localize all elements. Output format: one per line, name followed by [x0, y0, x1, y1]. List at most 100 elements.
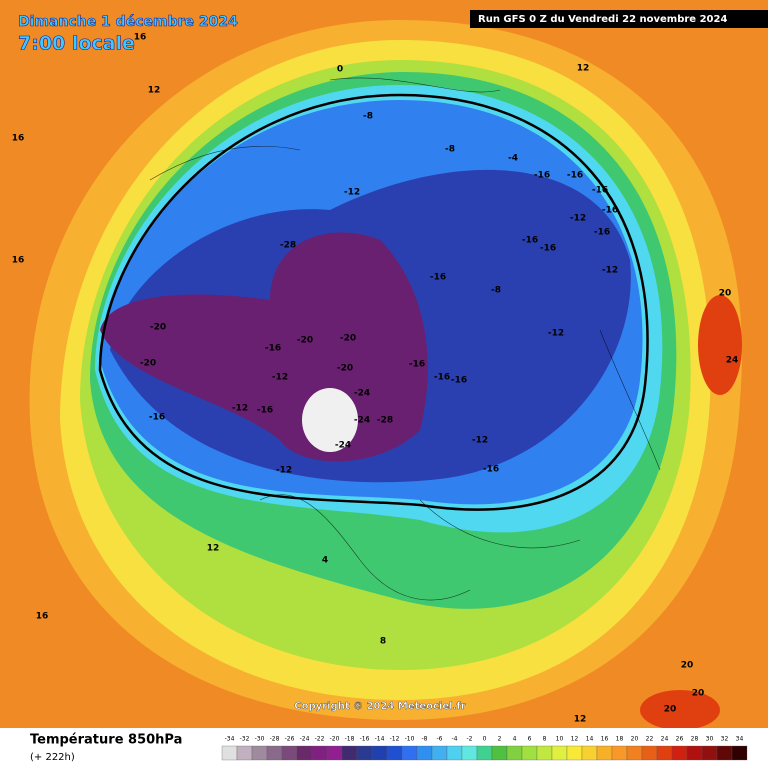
legend-swatch	[596, 745, 613, 761]
contour-label: 20	[692, 689, 705, 699]
contour-label: -24	[354, 416, 370, 426]
legend-tick-label: -12	[390, 736, 400, 743]
legend-tick-label: 22	[646, 736, 654, 743]
contour-label: -20	[150, 323, 166, 333]
legend-swatch	[641, 745, 658, 761]
legend-tick-label: 16	[601, 736, 609, 743]
contour-label: 20	[664, 705, 677, 715]
zero-isotherm	[98, 93, 649, 511]
contour-label: -16	[522, 236, 538, 246]
contour-label: -8	[491, 286, 501, 296]
legend-swatch	[476, 745, 493, 761]
warm-area	[640, 690, 720, 730]
contour-label: -12	[272, 373, 288, 383]
lead-time: (+ 222h)	[30, 752, 75, 763]
legend-swatch	[431, 745, 448, 761]
legend-swatch	[386, 745, 403, 761]
contour-label: 12	[148, 86, 161, 96]
legend-tick-label: 14	[586, 736, 594, 743]
contour-label: -20	[340, 334, 356, 344]
contour-label: 16	[36, 612, 49, 622]
contour-label: 16	[12, 134, 25, 144]
legend-tick-label: 6	[528, 736, 532, 743]
run-info: Run GFS 0 Z du Vendredi 22 novembre 2024	[478, 14, 727, 25]
legend-swatch	[326, 745, 343, 761]
legend-tick-label: -34	[225, 736, 235, 743]
contour-label: -16	[540, 244, 556, 254]
date: Dimanche 1 décembre 2024	[18, 14, 238, 30]
legend-swatch	[506, 745, 523, 761]
temperature-fields	[29, 20, 742, 730]
contour-label: 20	[719, 289, 732, 299]
contour-label: 20	[681, 661, 694, 671]
legend-swatch	[566, 745, 583, 761]
contour-label: -20	[337, 364, 353, 374]
contour-label: 12	[207, 544, 220, 554]
legend-tick-label: 26	[676, 736, 684, 743]
legend-swatch	[686, 745, 703, 761]
legend-swatch	[731, 745, 748, 761]
cold-core	[302, 388, 358, 452]
legend-swatch	[401, 745, 418, 761]
contour-label: -16	[534, 171, 550, 181]
legend-swatch	[671, 745, 688, 761]
legend-swatch	[236, 745, 253, 761]
legend-tick-label: -24	[300, 736, 310, 743]
contour-label: -12	[232, 404, 248, 414]
contour-label: 12	[574, 715, 587, 725]
legend-tick-label: 34	[736, 736, 744, 743]
copyright: Copyright © 2024 Meteociel.fr	[294, 701, 465, 712]
contour-label: -16	[483, 465, 499, 475]
legend-tick-label: -6	[437, 736, 443, 743]
contour-label: -24	[335, 441, 351, 451]
contour-label: 0	[337, 65, 343, 75]
legend-tick-label: 10	[556, 736, 564, 743]
contour-label: 16	[134, 33, 147, 43]
contour-label: -16	[602, 206, 618, 216]
legend-tick-label: 32	[721, 736, 729, 743]
legend-tick-label: 2	[498, 736, 502, 743]
contour-label: 12	[577, 64, 590, 74]
contour-label: -16	[257, 406, 273, 416]
variable: Température 850hPa	[30, 733, 182, 748]
legend-tick-label: -8	[422, 736, 428, 743]
legend-swatch	[581, 745, 598, 761]
legend-tick-label: 28	[691, 736, 699, 743]
legend-tick-label: 20	[631, 736, 639, 743]
legend-tick-label: 18	[616, 736, 624, 743]
legend-swatch	[221, 745, 238, 761]
legend-tick-label: -16	[360, 736, 370, 743]
legend-swatch	[551, 745, 568, 761]
legend-swatch	[416, 745, 433, 761]
contour-label: -8	[363, 112, 373, 122]
contour-label: -28	[377, 416, 393, 426]
legend-swatch	[536, 745, 553, 761]
contour-label: -20	[140, 359, 156, 369]
contour-label: -4	[508, 154, 518, 164]
legend-swatch	[446, 745, 463, 761]
legend: -34 -32 -30 -28 -26 -24 -22 -20 -18 -16 -14 -12 -10-…	[221, 736, 748, 761]
legend-tick-label: -4	[452, 736, 458, 743]
map-labels: -16 -16-16-16-12-16-16-16-12-12-8-16-16-1…	[12, 33, 739, 725]
legend-swatch	[266, 745, 283, 761]
legend-tick-label: -2	[467, 736, 473, 743]
legend-tick-label: -26	[285, 736, 295, 743]
contour-label: -16	[409, 360, 425, 370]
legend-swatch	[311, 745, 328, 761]
contour-label: 8	[380, 637, 386, 647]
contour-label: -28	[280, 241, 296, 251]
contour-label: -12	[602, 266, 618, 276]
legend-tick-label: -20	[330, 736, 340, 743]
legend-tick-label: -28	[270, 736, 280, 743]
legend-swatch	[341, 745, 358, 761]
contour-label: 4	[322, 556, 328, 566]
legend-tick-label: -10	[405, 736, 415, 743]
legend-tick-label: 30	[706, 736, 714, 743]
contour-label: -20	[297, 336, 313, 346]
contour-label: -16	[451, 376, 467, 386]
legend-tick-label: 8	[543, 736, 547, 743]
legend-swatch	[701, 745, 718, 761]
legend-tick-label: -22	[315, 736, 325, 743]
